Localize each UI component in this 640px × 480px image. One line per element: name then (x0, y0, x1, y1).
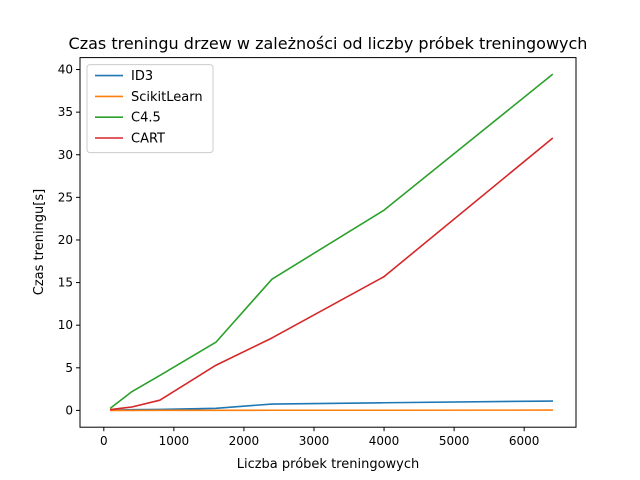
x-tick-label: 4000 (369, 434, 400, 448)
x-tick-label: 1000 (159, 434, 190, 448)
x-tick-label: 5000 (439, 434, 470, 448)
series-line-c4-5 (109, 73, 554, 409)
y-tick-label: 0 (65, 403, 73, 417)
legend: ID3 ScikitLearn C4.5 CART (86, 64, 214, 154)
x-tick-label: 0 (100, 434, 108, 448)
y-tick-label: 35 (58, 105, 73, 119)
y-axis: 0 5 10 15 20 25 30 35 40 (58, 63, 80, 417)
series-line-cart (109, 137, 554, 411)
y-tick-label: 15 (58, 276, 73, 290)
y-tick-label: 30 (58, 148, 73, 162)
y-tick-label: 25 (58, 190, 73, 204)
legend-entry-label: ScikitLearn (131, 90, 203, 105)
y-tick-label: 20 (58, 233, 73, 247)
legend-entry-label: C4.5 (131, 111, 161, 126)
x-tick-label: 2000 (229, 434, 260, 448)
x-axis-label: Liczba próbek treningowych (237, 457, 420, 472)
legend-entry-label: CART (131, 132, 165, 147)
y-tick-label: 40 (58, 63, 73, 77)
y-tick-label: 5 (65, 361, 73, 375)
x-tick-label: 6000 (509, 434, 540, 448)
x-tick-label: 3000 (299, 434, 330, 448)
x-axis: 0 1000 2000 3000 4000 5000 6000 (100, 427, 539, 448)
plot-frame (79, 57, 577, 428)
legend-entry-label: ID3 (131, 69, 153, 84)
legend-box (86, 64, 214, 154)
series-layer (109, 73, 554, 412)
y-tick-label: 10 (58, 318, 73, 332)
series-line-id3 (110, 400, 553, 411)
chart-title: Czas treningu drzew w zależności od licz… (69, 34, 588, 53)
y-axis-label: Czas treningu[s] (32, 189, 47, 295)
